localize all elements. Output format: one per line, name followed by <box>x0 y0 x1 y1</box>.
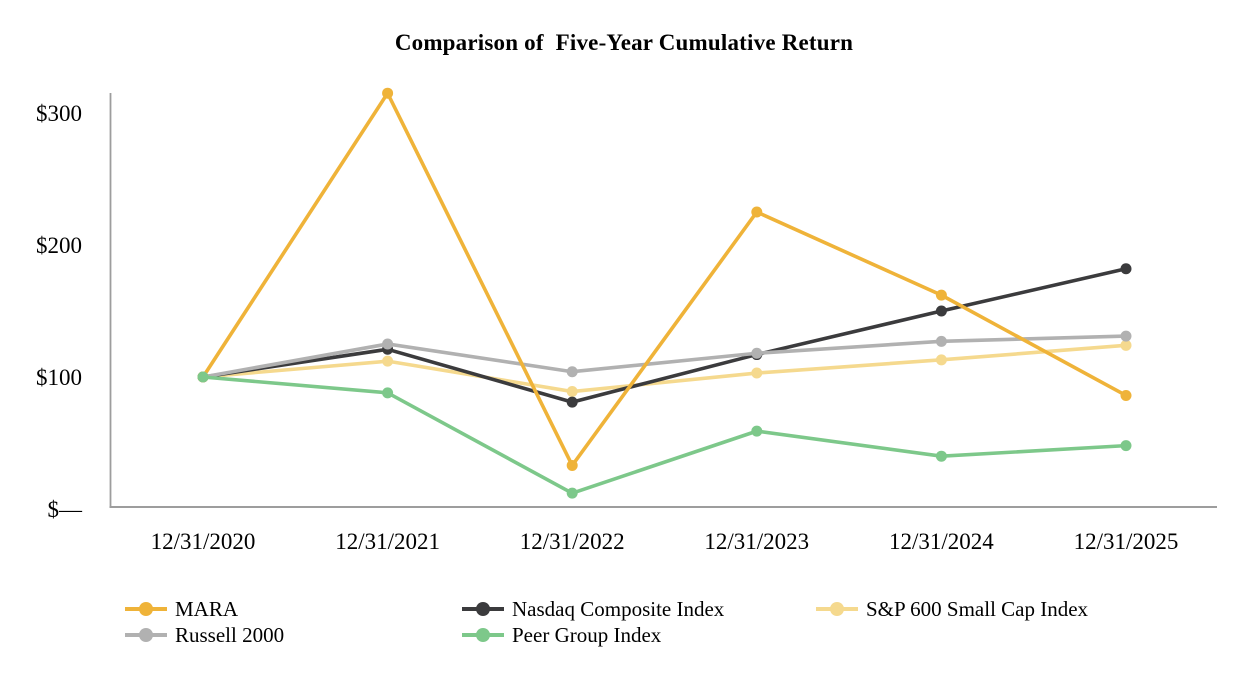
cumulative-return-line-chart: $300 $200 $100 $— 12/31/2020 12/31/2021 12/31/… <box>36 87 1217 554</box>
series-line-nasdaq-composite-index <box>202 267 1127 404</box>
series-nasdaq-composite-index <box>197 263 1132 408</box>
data-point-mara <box>1120 389 1132 401</box>
series-russell-2000 <box>197 330 1132 383</box>
legend-item-peer-group-index: Peer Group Index <box>462 622 661 648</box>
data-point-russell-2000 <box>382 338 394 350</box>
series-line-peer-group-index <box>202 375 1127 496</box>
legend-label: MARA <box>175 596 239 621</box>
legend-label: Peer Group Index <box>512 622 662 647</box>
data-point-mara <box>935 289 947 301</box>
data-point-peer-group-index <box>566 487 578 499</box>
legend-item-nasdaq-composite-index: Nasdaq Composite Index <box>462 596 724 622</box>
y-tick-label: $200 <box>36 233 82 258</box>
data-point-s-p-600-small-cap-index <box>935 354 947 366</box>
y-tick-label: $300 <box>36 101 82 126</box>
data-point-s-p-600-small-cap-index <box>1120 339 1132 351</box>
data-point-peer-group-index <box>382 387 394 399</box>
legend-marker-icon <box>816 602 858 616</box>
x-tick-label: 12/31/2020 <box>151 529 256 554</box>
data-point-peer-group-index <box>1120 440 1132 452</box>
legend-label: Nasdaq Composite Index <box>512 596 725 621</box>
x-tick-label: 12/31/2025 <box>1074 529 1179 554</box>
x-tick-label: 12/31/2023 <box>704 529 809 554</box>
legend-marker-icon <box>125 602 167 616</box>
series-peer-group-index <box>197 371 1132 499</box>
data-point-peer-group-index <box>935 450 947 462</box>
series-line-russell-2000 <box>202 334 1127 379</box>
data-point-russell-2000 <box>935 335 947 347</box>
legend-label: S&P 600 Small Cap Index <box>866 596 1089 621</box>
data-point-mara <box>751 206 763 218</box>
chart-title: Comparison of Five-Year Cumulative Retur… <box>394 30 854 55</box>
y-tick-label: $100 <box>36 365 82 390</box>
data-point-s-p-600-small-cap-index <box>751 367 763 379</box>
data-point-nasdaq-composite-index <box>935 305 947 317</box>
legend-item-mara: MARA <box>125 596 238 622</box>
data-point-s-p-600-small-cap-index <box>566 386 578 398</box>
legend-marker-icon <box>125 628 167 642</box>
legend-marker-icon <box>462 602 504 616</box>
x-tick-label: 12/31/2022 <box>520 529 625 554</box>
series-line-s-p-600-small-cap-index <box>202 343 1127 394</box>
data-point-russell-2000 <box>566 366 578 378</box>
legend-item-russell-2000: Russell 2000 <box>125 622 284 648</box>
data-point-nasdaq-composite-index <box>566 396 578 408</box>
series-line-mara <box>201 89 1127 469</box>
x-tick-label: 12/31/2024 <box>889 529 994 554</box>
data-point-mara <box>566 459 578 471</box>
y-tick-label: $— <box>48 497 84 522</box>
data-point-peer-group-index <box>197 371 209 383</box>
legend-item-s-p-600-small-cap-index: S&P 600 Small Cap Index <box>816 596 1088 622</box>
data-point-s-p-600-small-cap-index <box>382 355 394 367</box>
data-point-russell-2000 <box>1120 330 1132 342</box>
legend-label: Russell 2000 <box>175 622 285 647</box>
data-point-nasdaq-composite-index <box>1120 263 1132 275</box>
legend-marker-icon <box>462 628 504 642</box>
x-tick-label: 12/31/2021 <box>335 529 440 554</box>
series-mara <box>197 87 1132 471</box>
data-point-mara <box>382 87 394 99</box>
data-point-peer-group-index <box>751 425 763 437</box>
data-point-russell-2000 <box>751 347 763 359</box>
